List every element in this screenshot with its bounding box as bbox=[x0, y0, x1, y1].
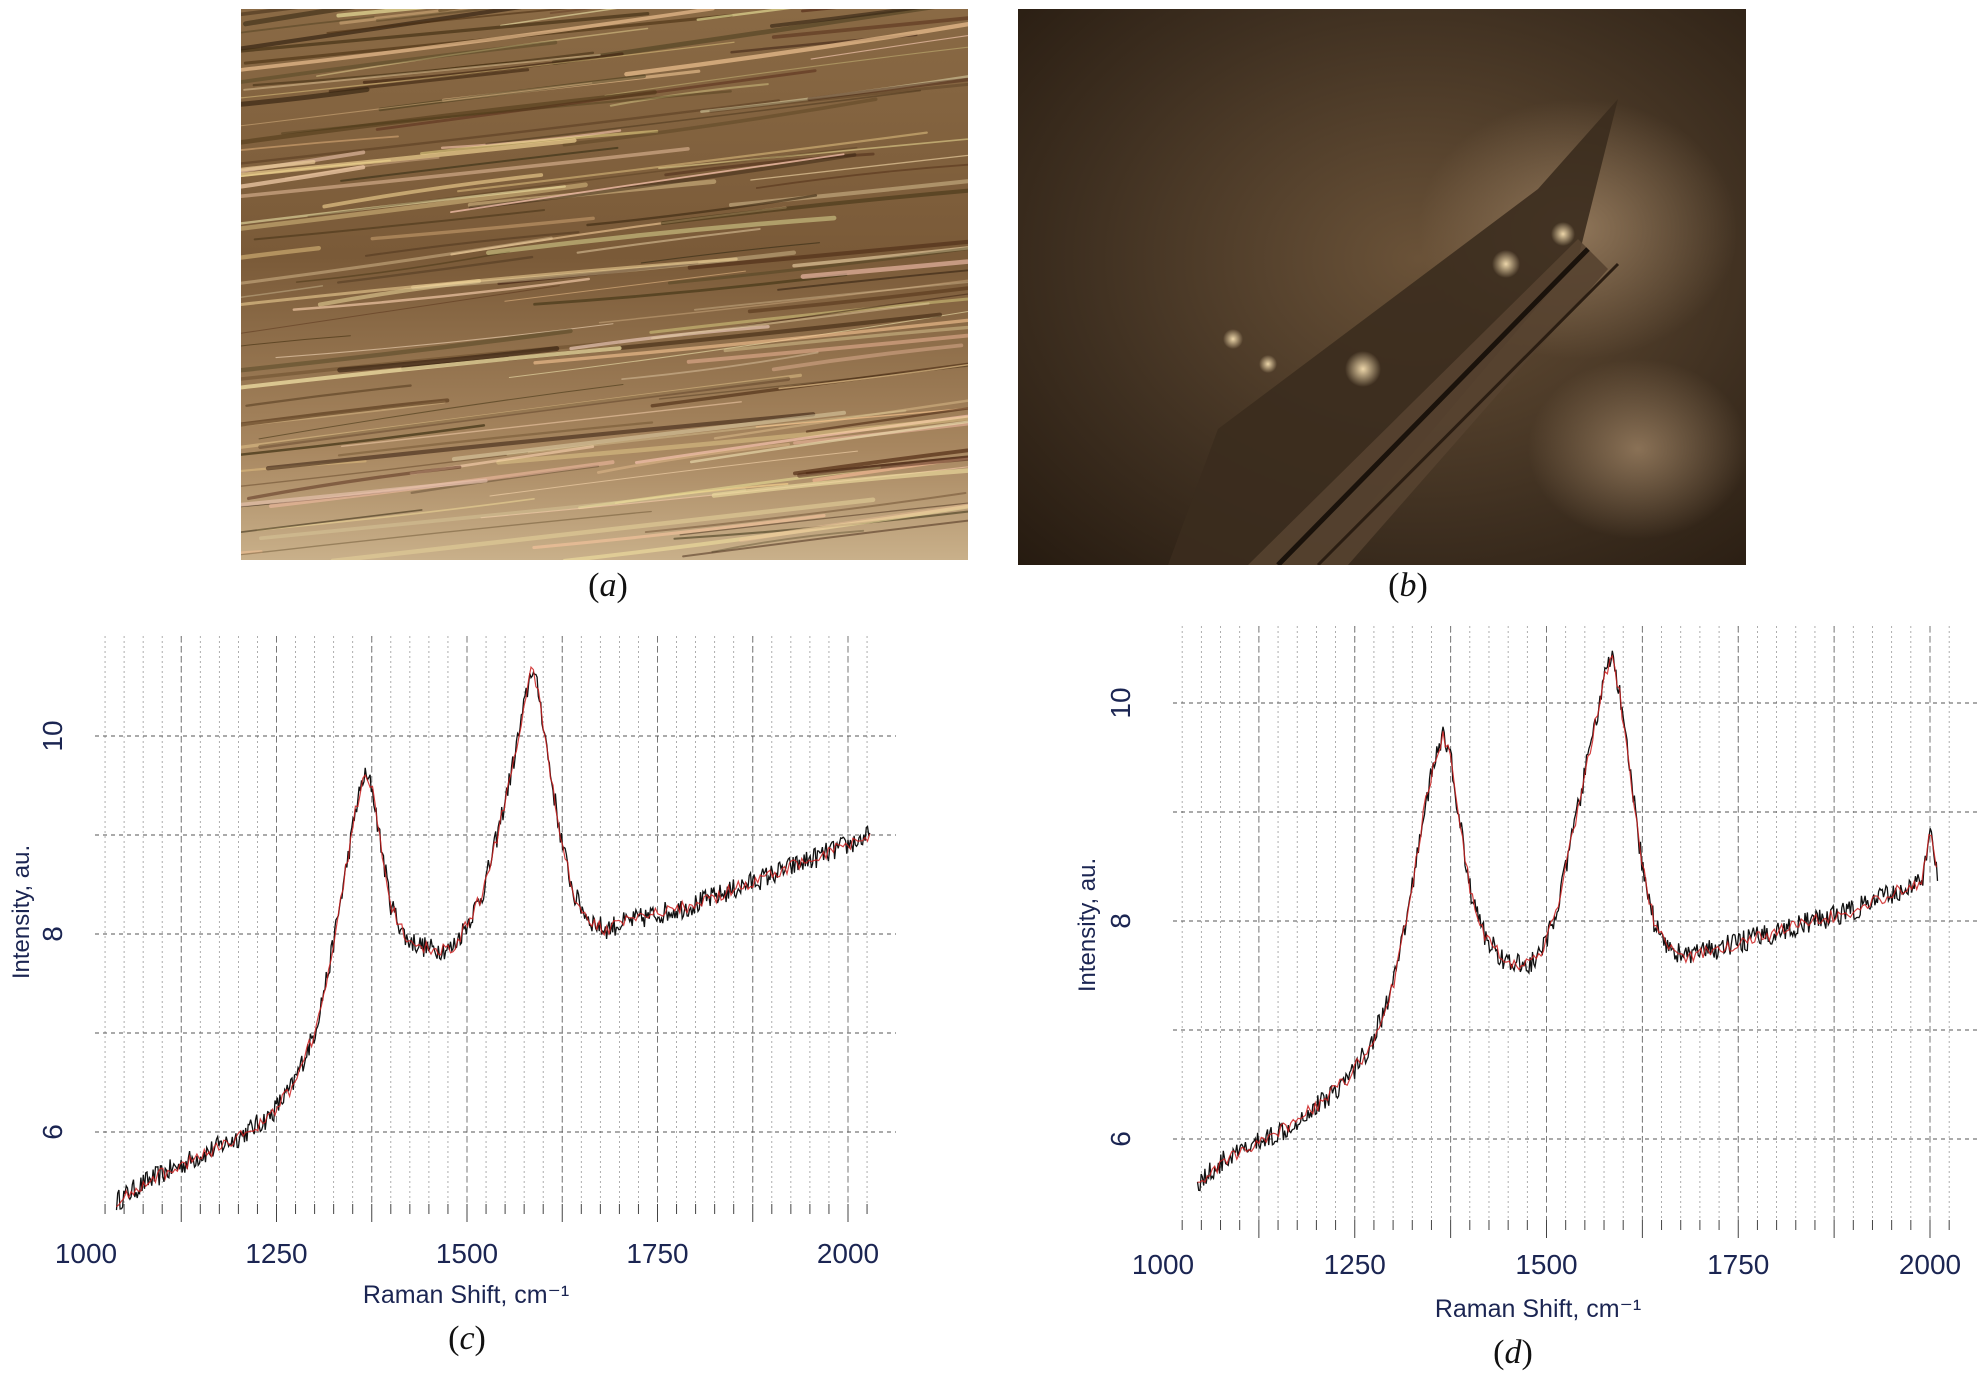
fiber-fragment-image-b bbox=[1018, 9, 1746, 565]
x-tick-label: 1500 bbox=[436, 1238, 498, 1269]
x-tick-label: 2000 bbox=[1899, 1249, 1961, 1280]
chart-c-tick-labels: 1000 1250 1500 1750 2000 6 8 10 bbox=[37, 720, 879, 1269]
panel-c-caption: (c) bbox=[448, 1320, 486, 1357]
fiber-texture-image-a bbox=[241, 9, 968, 560]
chart-d-x-axis-label: Raman Shift, cm⁻¹ bbox=[1435, 1295, 1641, 1323]
chart-c-grid bbox=[95, 636, 896, 1222]
chart-d-y-axis-label: Intensity, au. bbox=[1074, 858, 1101, 992]
y-tick-label: 10 bbox=[37, 720, 68, 751]
micrograph-b bbox=[1018, 9, 1746, 565]
panel-b-caption: (b) bbox=[1388, 567, 1428, 604]
panel-a-caption: (a) bbox=[588, 567, 628, 604]
y-tick-label: 6 bbox=[1105, 1131, 1136, 1147]
x-tick-label: 1250 bbox=[245, 1238, 307, 1269]
y-tick-label: 6 bbox=[37, 1124, 68, 1140]
chart-c-y-axis-label: Intensity, au. bbox=[8, 845, 35, 979]
chart-c-x-axis-label: Raman Shift, cm⁻¹ bbox=[363, 1281, 569, 1309]
x-tick-label: 1250 bbox=[1324, 1249, 1386, 1280]
spectrum-trace-red bbox=[1197, 654, 1937, 1184]
x-tick-label: 1500 bbox=[1515, 1249, 1577, 1280]
panel-d-caption: (d) bbox=[1493, 1334, 1533, 1371]
micrograph-a bbox=[241, 9, 968, 560]
y-tick-label: 8 bbox=[1105, 913, 1136, 929]
spectrum-trace-black bbox=[115, 670, 871, 1211]
spectrum-trace-red bbox=[116, 665, 871, 1208]
chart-c-series bbox=[115, 665, 871, 1211]
chart-d-grid bbox=[1173, 626, 1980, 1238]
x-tick-label: 1750 bbox=[626, 1238, 688, 1269]
x-tick-label: 1750 bbox=[1707, 1249, 1769, 1280]
chart-d-tick-labels: 1000 1250 1500 1750 2000 6 8 10 bbox=[1105, 687, 1961, 1280]
x-tick-label: 2000 bbox=[817, 1238, 879, 1269]
x-tick-label: 1000 bbox=[1132, 1249, 1194, 1280]
chart-d-series bbox=[1196, 650, 1939, 1192]
spectrum-trace-black bbox=[1196, 650, 1939, 1192]
x-tick-label: 1000 bbox=[55, 1238, 117, 1269]
y-tick-label: 8 bbox=[37, 926, 68, 942]
y-tick-label: 10 bbox=[1105, 687, 1136, 718]
